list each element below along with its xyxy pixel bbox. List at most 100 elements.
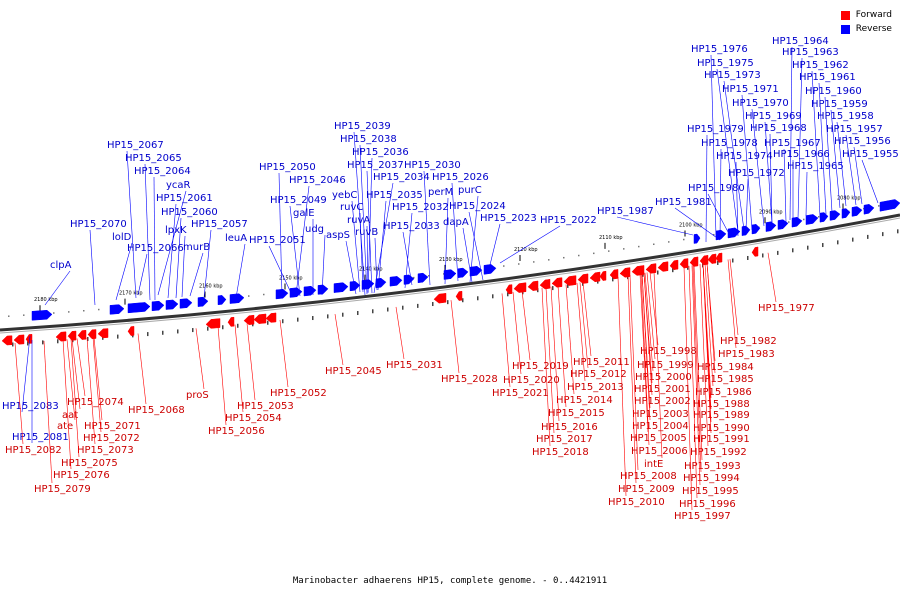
forward-gene-label: HP15_2015 xyxy=(548,408,605,419)
reverse-gene-label: HP15_2026 xyxy=(432,172,489,183)
forward-label-leader xyxy=(683,266,693,511)
forward-gene-label: HP15_2000 xyxy=(635,372,692,383)
minor-tick xyxy=(507,292,509,297)
forward-label-leader xyxy=(627,275,637,484)
reverse-gene-label: HP15_2034 xyxy=(373,172,430,183)
forward-label-leader xyxy=(512,291,522,375)
reverse-gene-arrow xyxy=(197,296,209,307)
forward-gene-arrow xyxy=(55,331,67,342)
reverse-gene-label: HP15_2070 xyxy=(70,219,127,230)
forward-label-leader xyxy=(137,333,147,405)
reverse-gene-arrow xyxy=(863,204,875,215)
forward-label-leader xyxy=(550,286,560,422)
minor-tick xyxy=(503,265,505,267)
forward-gene-arrow xyxy=(13,334,25,345)
minor-tick xyxy=(717,260,719,265)
forward-gene-arrow xyxy=(1,335,13,346)
reverse-gene-arrow xyxy=(851,206,863,217)
minor-tick xyxy=(878,205,880,207)
reverse-gene-label: HP15_1967 xyxy=(764,138,821,149)
reverse-gene-label: HP15_2035 xyxy=(366,190,423,201)
forward-gene-label: HP15_2008 xyxy=(620,471,677,482)
minor-tick xyxy=(552,286,554,291)
reverse-label-leader xyxy=(741,94,753,231)
reverse-gene-label: HP15_1974 xyxy=(716,151,773,162)
reverse-label-leader xyxy=(423,170,431,286)
reverse-gene-label: ruvC xyxy=(340,202,363,213)
minor-tick xyxy=(462,298,464,303)
minor-tick xyxy=(387,307,389,312)
forward-label-leader xyxy=(334,313,344,366)
forward-gene-label: HP15_1982 xyxy=(720,336,777,347)
legend-reverse: Reverse xyxy=(840,22,892,36)
minor-tick xyxy=(42,340,44,345)
reverse-gene-label: clpA xyxy=(50,260,72,271)
forward-gene-label: HP15_2072 xyxy=(83,433,140,444)
reverse-label-leader xyxy=(353,131,366,296)
minor-tick xyxy=(713,233,715,236)
reverse-label-leader xyxy=(359,212,364,293)
minor-tick xyxy=(837,240,839,245)
minor-tick xyxy=(248,295,250,297)
minor-tick xyxy=(267,320,269,325)
forward-gene-label: HP15_1988 xyxy=(693,399,750,410)
forward-gene-label: HP15_1985 xyxy=(697,374,754,385)
forward-swatch xyxy=(840,10,850,20)
reverse-gene-arrow xyxy=(879,199,900,212)
forward-gene-arrow xyxy=(227,316,235,327)
reverse-label-leader xyxy=(719,148,722,239)
minor-tick xyxy=(578,254,580,257)
reverse-gene-arrow xyxy=(829,210,841,221)
minor-tick xyxy=(282,319,284,324)
forward-gene-label: HP15_2009 xyxy=(618,484,675,495)
minor-tick xyxy=(83,309,85,312)
forward-gene-label: HP15_2005 xyxy=(630,433,687,444)
reverse-gene-label: yebC xyxy=(332,190,357,201)
minor-tick xyxy=(867,234,869,239)
reverse-gene-label: HP15_2032 xyxy=(392,202,449,213)
forward-label-leader xyxy=(14,342,24,445)
minor-tick xyxy=(593,252,595,255)
scale-tick-label: 2080 kbp xyxy=(837,196,861,202)
reverse-label-leader xyxy=(289,205,301,297)
reverse-label-leader xyxy=(469,195,479,283)
forward-label-leader xyxy=(195,328,205,390)
reverse-gene-label: HP15_2060 xyxy=(161,207,218,218)
reverse-label-leader xyxy=(805,171,808,217)
minor-tick xyxy=(852,237,854,242)
minor-tick xyxy=(357,311,359,316)
scale-tick-label: 2120 kbp xyxy=(514,247,538,253)
reverse-gene-arrow xyxy=(217,295,227,306)
forward-gene-label: HP15_2017 xyxy=(536,434,593,445)
reverse-label-leader xyxy=(44,270,71,306)
reverse-label-leader xyxy=(845,134,857,206)
reverse-label-leader xyxy=(351,200,361,293)
reverse-gene-label: aspS xyxy=(326,230,350,241)
forward-gene-arrow xyxy=(599,270,607,281)
reverse-gene-label: HP15_1973 xyxy=(704,70,761,81)
forward-gene-label: ate xyxy=(57,421,73,432)
reverse-label-leader xyxy=(707,193,729,233)
minor-tick xyxy=(533,261,535,263)
reverse-gene-label: HP15_1978 xyxy=(701,138,758,149)
reverse-label-leader xyxy=(321,234,326,296)
minor-tick xyxy=(638,245,640,248)
forward-gene-arrow xyxy=(433,292,447,304)
scale-tick-label: 2170 kbp xyxy=(119,291,143,297)
forward-label-leader xyxy=(653,271,663,459)
forward-label-leader xyxy=(727,259,737,349)
forward-gene-arrow xyxy=(253,313,267,324)
forward-label-leader xyxy=(629,275,639,471)
legend-forward: Forward xyxy=(840,8,892,22)
forward-gene-label: HP15_2073 xyxy=(77,445,134,456)
forward-gene-label: HP15_2002 xyxy=(634,396,691,407)
minor-tick xyxy=(732,258,734,263)
forward-label-leader xyxy=(565,284,575,395)
reverse-gene-label: HP15_1975 xyxy=(697,58,754,69)
reverse-gene-label: HP15_1971 xyxy=(722,84,779,95)
forward-gene-arrow xyxy=(77,329,87,340)
minor-tick xyxy=(518,263,520,265)
minor-tick xyxy=(897,229,899,234)
reverse-label-leader xyxy=(751,108,765,227)
